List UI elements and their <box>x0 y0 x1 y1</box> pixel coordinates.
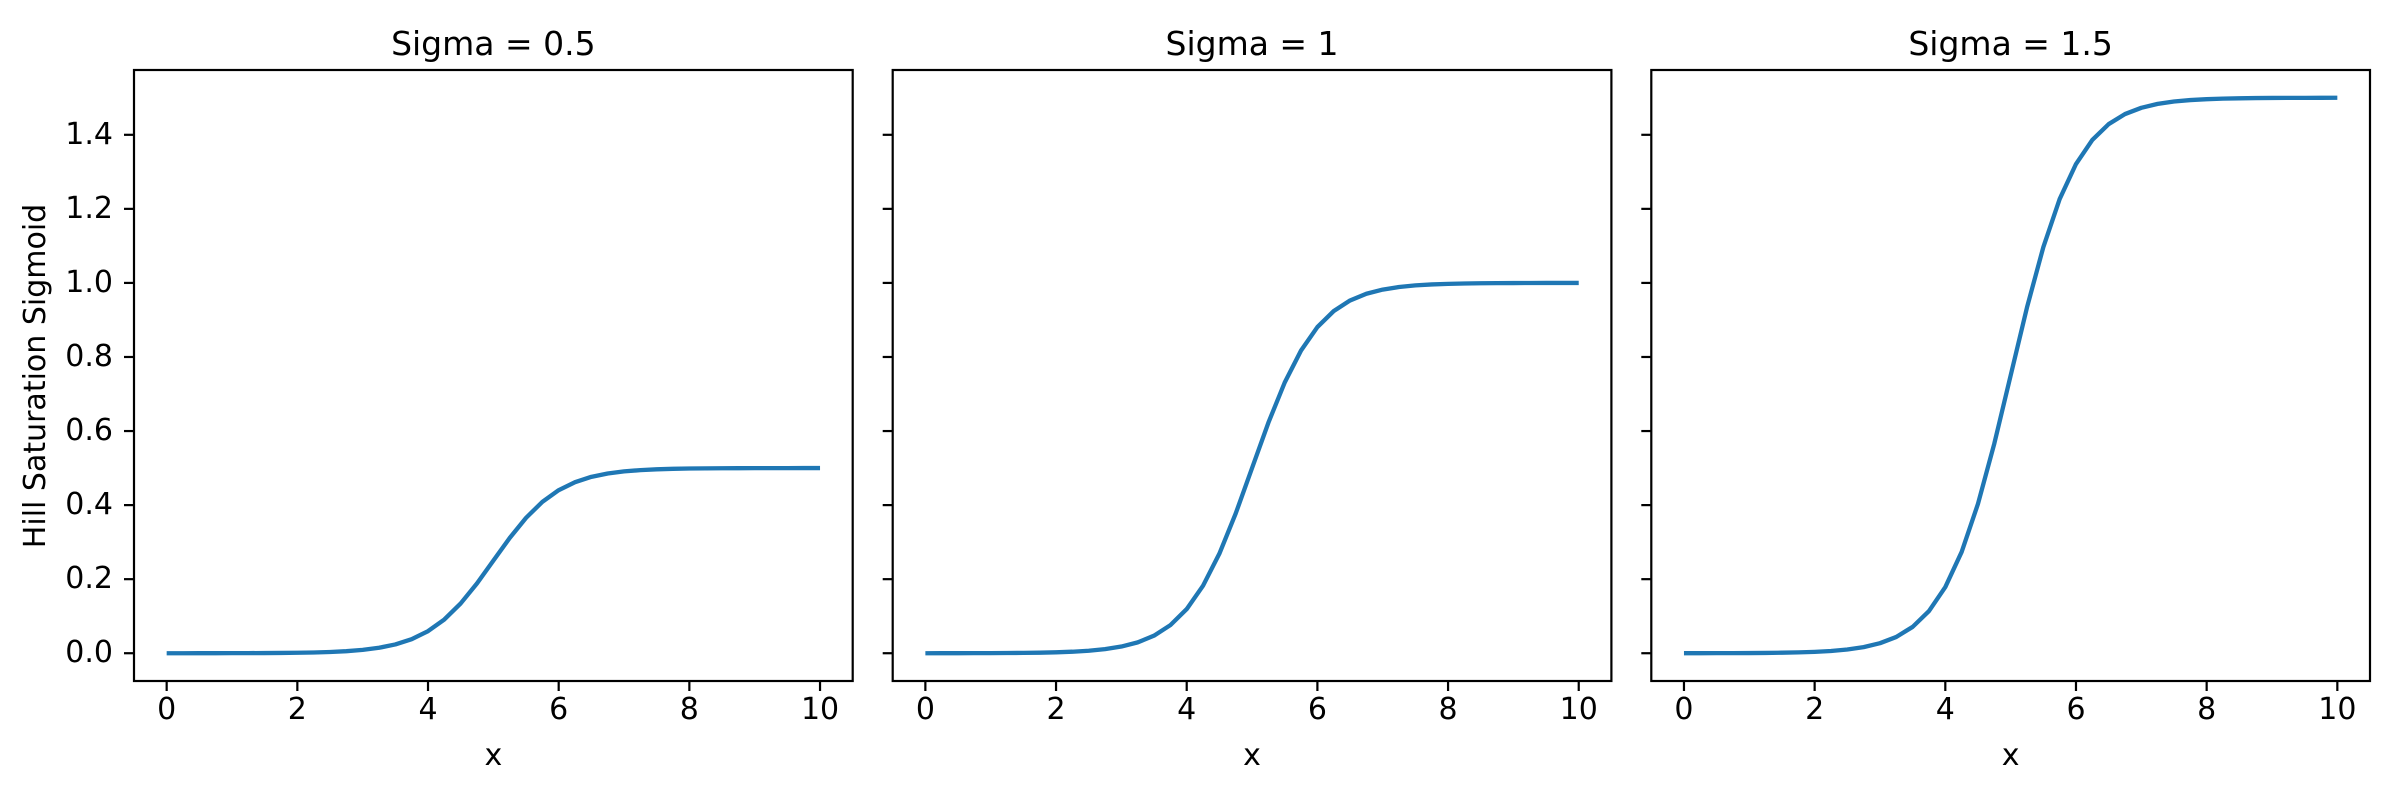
y-tick-label: 0.2 <box>65 561 113 597</box>
x-tick-label: 0 <box>1674 692 1694 727</box>
x-tick-label: 0 <box>915 692 935 727</box>
y-tick-label: 1.2 <box>65 190 113 226</box>
curve-line-sigma-1 <box>925 280 1579 656</box>
x-tick-label: 8 <box>679 692 699 727</box>
x-tick-label: 10 <box>1559 692 1598 727</box>
x-tick-label: 2 <box>287 692 307 727</box>
subplot-0-xaxis-label: x <box>484 738 503 773</box>
y-tick-label: 1.4 <box>65 116 113 152</box>
x-tick-label: 4 <box>1935 692 1955 727</box>
x-tick-label: 6 <box>1307 692 1327 727</box>
x-tick-label: 0 <box>157 692 177 727</box>
x-tick-label: 8 <box>2197 692 2217 727</box>
axes-spines <box>1650 68 2372 683</box>
curve-line-sigma-0.5 <box>166 465 821 656</box>
y-tick-label: 0.8 <box>65 338 113 374</box>
axes-spines <box>891 68 1613 683</box>
subplot-1-xaxis-label: x <box>1243 738 1261 773</box>
x-tick-label: 4 <box>418 692 438 727</box>
y-tick-label: 0.0 <box>65 635 113 671</box>
x-tick-label: 2 <box>1805 692 1825 727</box>
subplot-2-xaxis-label: x <box>2001 738 2020 773</box>
y-tick-label: 1.0 <box>65 264 113 300</box>
y-tick-label: 0.4 <box>65 487 113 523</box>
curve-line-sigma-1.5 <box>1683 95 2338 656</box>
subplot-1-title: Sigma = 1 <box>1165 24 1339 63</box>
subplot-0-title: Sigma = 0.5 <box>391 24 596 63</box>
x-tick-label: 10 <box>800 692 840 727</box>
x-tick-label: 6 <box>549 692 569 727</box>
subplot-2-title: Sigma = 1.5 <box>1908 24 2113 63</box>
x-tick-label: 2 <box>1046 692 1066 727</box>
x-tick-label: 8 <box>1438 692 1458 727</box>
axes-spines <box>132 68 854 683</box>
x-tick-label: 6 <box>2066 692 2086 727</box>
x-tick-label: 4 <box>1177 692 1197 727</box>
y-tick-label: 0.6 <box>65 413 113 449</box>
x-tick-label: 10 <box>2318 692 2357 727</box>
